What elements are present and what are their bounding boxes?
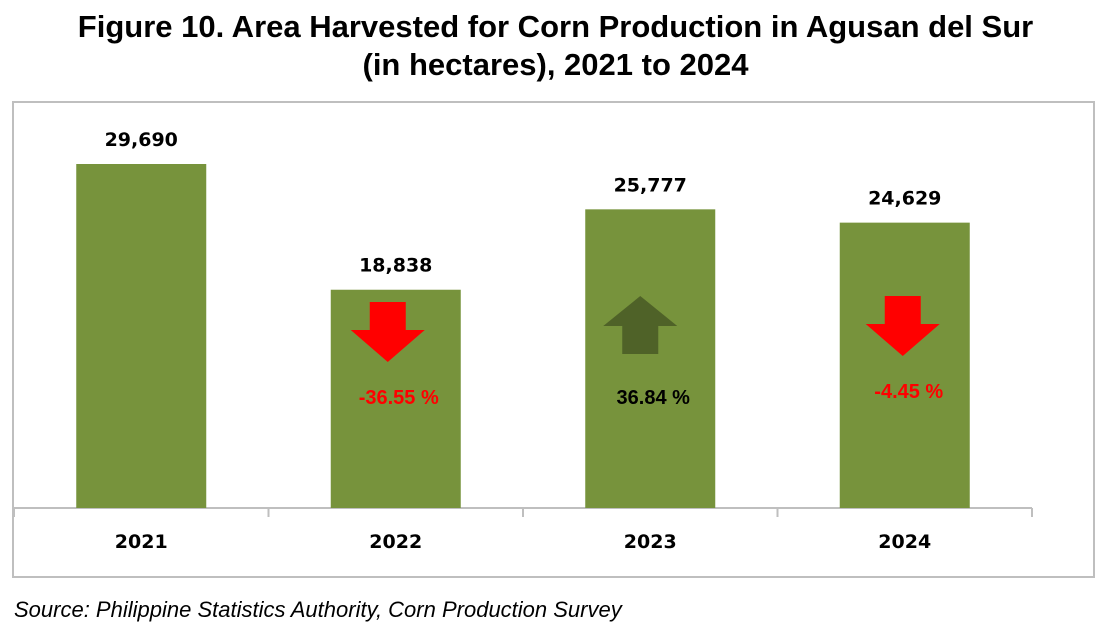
chart-title-line2: (in hectares), 2021 to 2024 [362,47,749,82]
pct-change-label-2022: -36.55 % [359,387,439,409]
pct-change-label-2023: 36.84 % [617,387,691,409]
data-label-2022: 18,838 [359,255,432,277]
data-label-2023: 25,777 [614,174,687,196]
x-tick-label-2024: 2024 [878,531,931,553]
up-arrow-icon [603,296,678,354]
x-tick-label-2021: 2021 [115,531,168,553]
bar-2023 [585,209,716,508]
x-tick-label-2022: 2022 [369,531,422,553]
chart-title-line1: Figure 10. Area Harvested for Corn Produ… [77,9,1034,44]
data-label-2021: 29,690 [105,129,178,151]
bar-2021 [76,164,207,508]
pct-change-label-2024: -4.45 % [874,381,943,403]
source-note: Source: Philippine Statistics Authority,… [14,597,622,622]
data-label-2024: 24,629 [868,188,941,210]
x-tick-label-2023: 2023 [624,531,677,553]
down-arrow-icon [865,296,940,356]
down-arrow-icon [350,302,425,362]
chart-title: Figure 10. Area Harvested for Corn Produ… [0,8,1111,84]
bar-2024 [839,222,970,508]
